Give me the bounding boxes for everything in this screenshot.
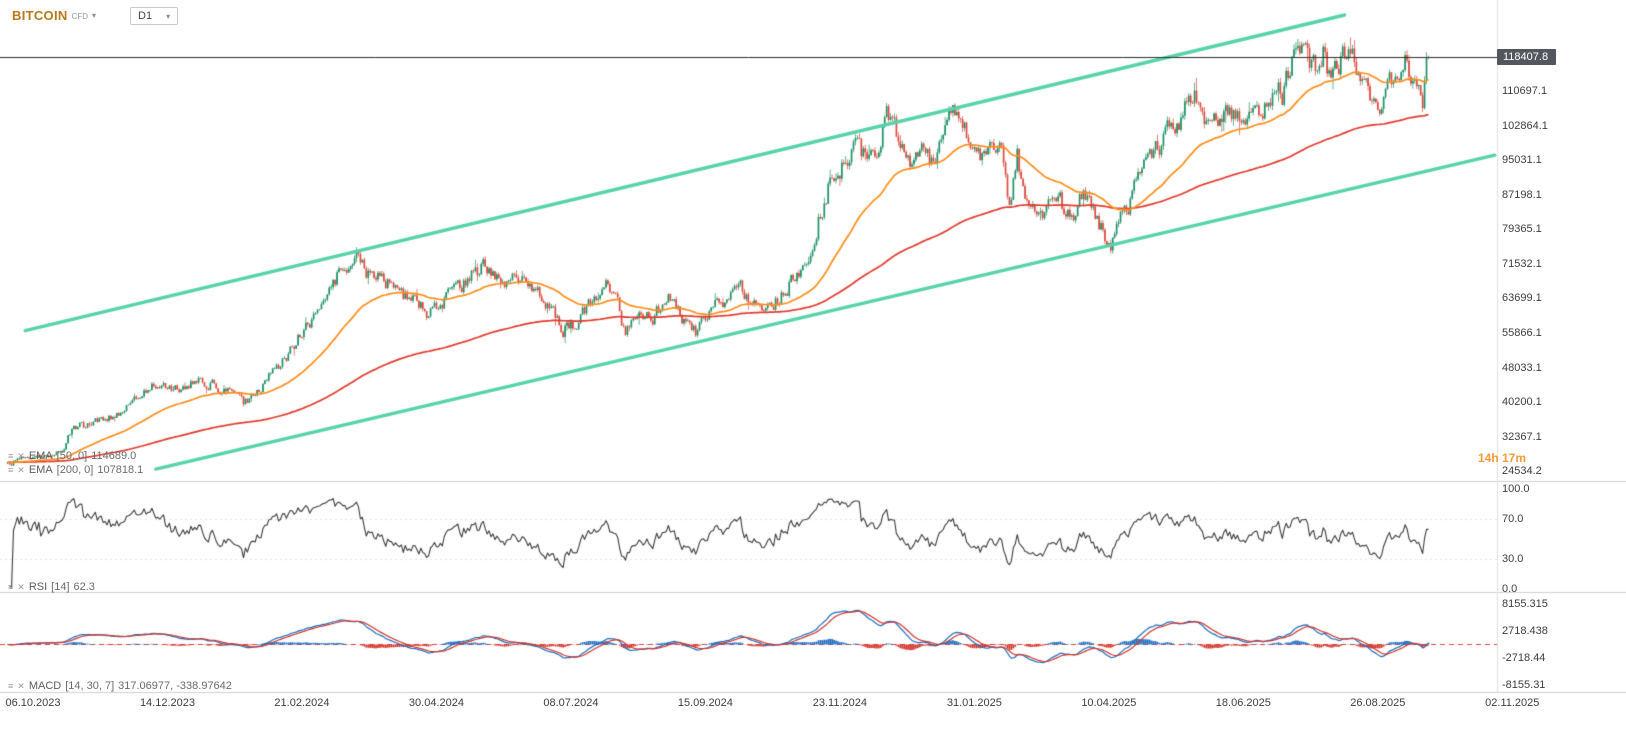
indicator-name: EMA xyxy=(28,464,53,476)
price-axis-label: 24534.2 xyxy=(1502,465,1542,478)
rsi-axis-label: 0.0 xyxy=(1502,583,1518,595)
price-axis-label: 102864.1 xyxy=(1502,119,1548,132)
chevron-down-icon: ▾ xyxy=(92,11,97,20)
symbol-selector[interactable]: BITCOIN CFD ▾ xyxy=(12,8,96,23)
indicator-properties-icon[interactable]: ≡ xyxy=(8,681,14,691)
rsi-axis-label: 100.0 xyxy=(1502,483,1530,495)
indicator-value: 317.06977, -338.97642 xyxy=(118,680,232,692)
candle-countdown: 14h 17m xyxy=(1478,451,1527,465)
indicator-properties-icon[interactable]: ≡ xyxy=(8,465,14,475)
indicator-remove-icon[interactable]: ✕ xyxy=(17,451,25,461)
rsi-axis-label: 30.0 xyxy=(1502,553,1524,565)
indicator-value: 62.3 xyxy=(73,581,95,593)
indicator-properties-icon[interactable]: ≡ xyxy=(8,451,14,461)
indicator-remove-icon[interactable]: ✕ xyxy=(17,681,25,691)
timeframe-value: D1 xyxy=(138,10,153,22)
macd-axis-label: -2718.44 xyxy=(1502,651,1546,664)
date-axis-label: 21.02.2024 xyxy=(274,697,330,709)
indicator-name: MACD xyxy=(28,680,62,692)
date-axis-label: 31.01.2025 xyxy=(946,697,1002,709)
indicator-properties-icon[interactable]: ≡ xyxy=(8,582,14,592)
ema200-legend: ≡ ✕ EMA [200, 0] 107818.1 xyxy=(8,464,143,477)
price-axis-label: 79365.1 xyxy=(1502,223,1542,236)
indicator-params: [200, 0] xyxy=(56,464,94,476)
date-axis-label: 15.09.2024 xyxy=(677,697,733,709)
price-axis-label: 55866.1 xyxy=(1502,327,1542,339)
indicator-params: [14, 30, 7] xyxy=(65,680,115,692)
price-axis-label: 40200.1 xyxy=(1502,396,1542,409)
symbol-name: BITCOIN xyxy=(12,8,68,23)
chevron-down-icon: ▾ xyxy=(166,11,171,21)
price-axis-label: 87198.1 xyxy=(1502,188,1542,201)
date-axis-label: 23.11.2024 xyxy=(812,697,867,709)
macd-legend: ≡ ✕ MACD [14, 30, 7] 317.06977, -338.976… xyxy=(8,680,232,693)
macd-axis-label: -8155.31 xyxy=(1502,678,1546,691)
indicator-remove-icon[interactable]: ✕ xyxy=(17,465,25,475)
price-axis-label: 110697.1 xyxy=(1502,85,1548,98)
current-price-badge: 118407.8 xyxy=(1497,49,1557,66)
date-axis-label: 18.06.2025 xyxy=(1215,697,1271,709)
price-axis-label: 95031.1 xyxy=(1502,154,1542,167)
date-axis-label: 14.12.2023 xyxy=(139,697,195,709)
price-axis-label: 71532.1 xyxy=(1502,257,1542,270)
instrument-type-badge: CFD xyxy=(71,12,88,21)
price-axis-label: 32367.1 xyxy=(1502,430,1542,443)
indicator-params: [50, 0] xyxy=(56,450,88,462)
date-axis-label: 06.10.2023 xyxy=(5,697,61,709)
date-axis-label: 30.04.2024 xyxy=(408,697,464,709)
indicator-value: 107818.1 xyxy=(97,464,144,476)
indicator-name: EMA xyxy=(28,450,53,462)
indicator-remove-icon[interactable]: ✕ xyxy=(17,582,25,592)
price-axis-label: 63699.1 xyxy=(1502,292,1542,305)
rsi-axis-label: 70.0 xyxy=(1502,513,1524,525)
date-axis-label: 10.04.2025 xyxy=(1081,697,1137,709)
macd-axis-label: 2718.438 xyxy=(1502,625,1548,637)
indicator-params: [14] xyxy=(51,581,70,593)
date-axis-label: 08.07.2024 xyxy=(543,697,599,709)
date-axis-label: 02.11.2025 xyxy=(1485,697,1540,709)
timeframe-selector[interactable]: D1 ▾ xyxy=(130,7,179,25)
price-axis-label: 48033.1 xyxy=(1502,361,1542,374)
date-axis-label: 26.08.2025 xyxy=(1350,697,1406,709)
ema50-legend: ≡ ✕ EMA [50, 0] 114689.0 xyxy=(8,450,136,463)
indicator-value: 114689.0 xyxy=(91,450,137,462)
rsi-legend: ≡ ✕ RSI [14] 62.3 xyxy=(8,581,95,594)
indicator-name: RSI xyxy=(28,581,48,593)
macd-axis-label: 8155.315 xyxy=(1502,598,1548,610)
